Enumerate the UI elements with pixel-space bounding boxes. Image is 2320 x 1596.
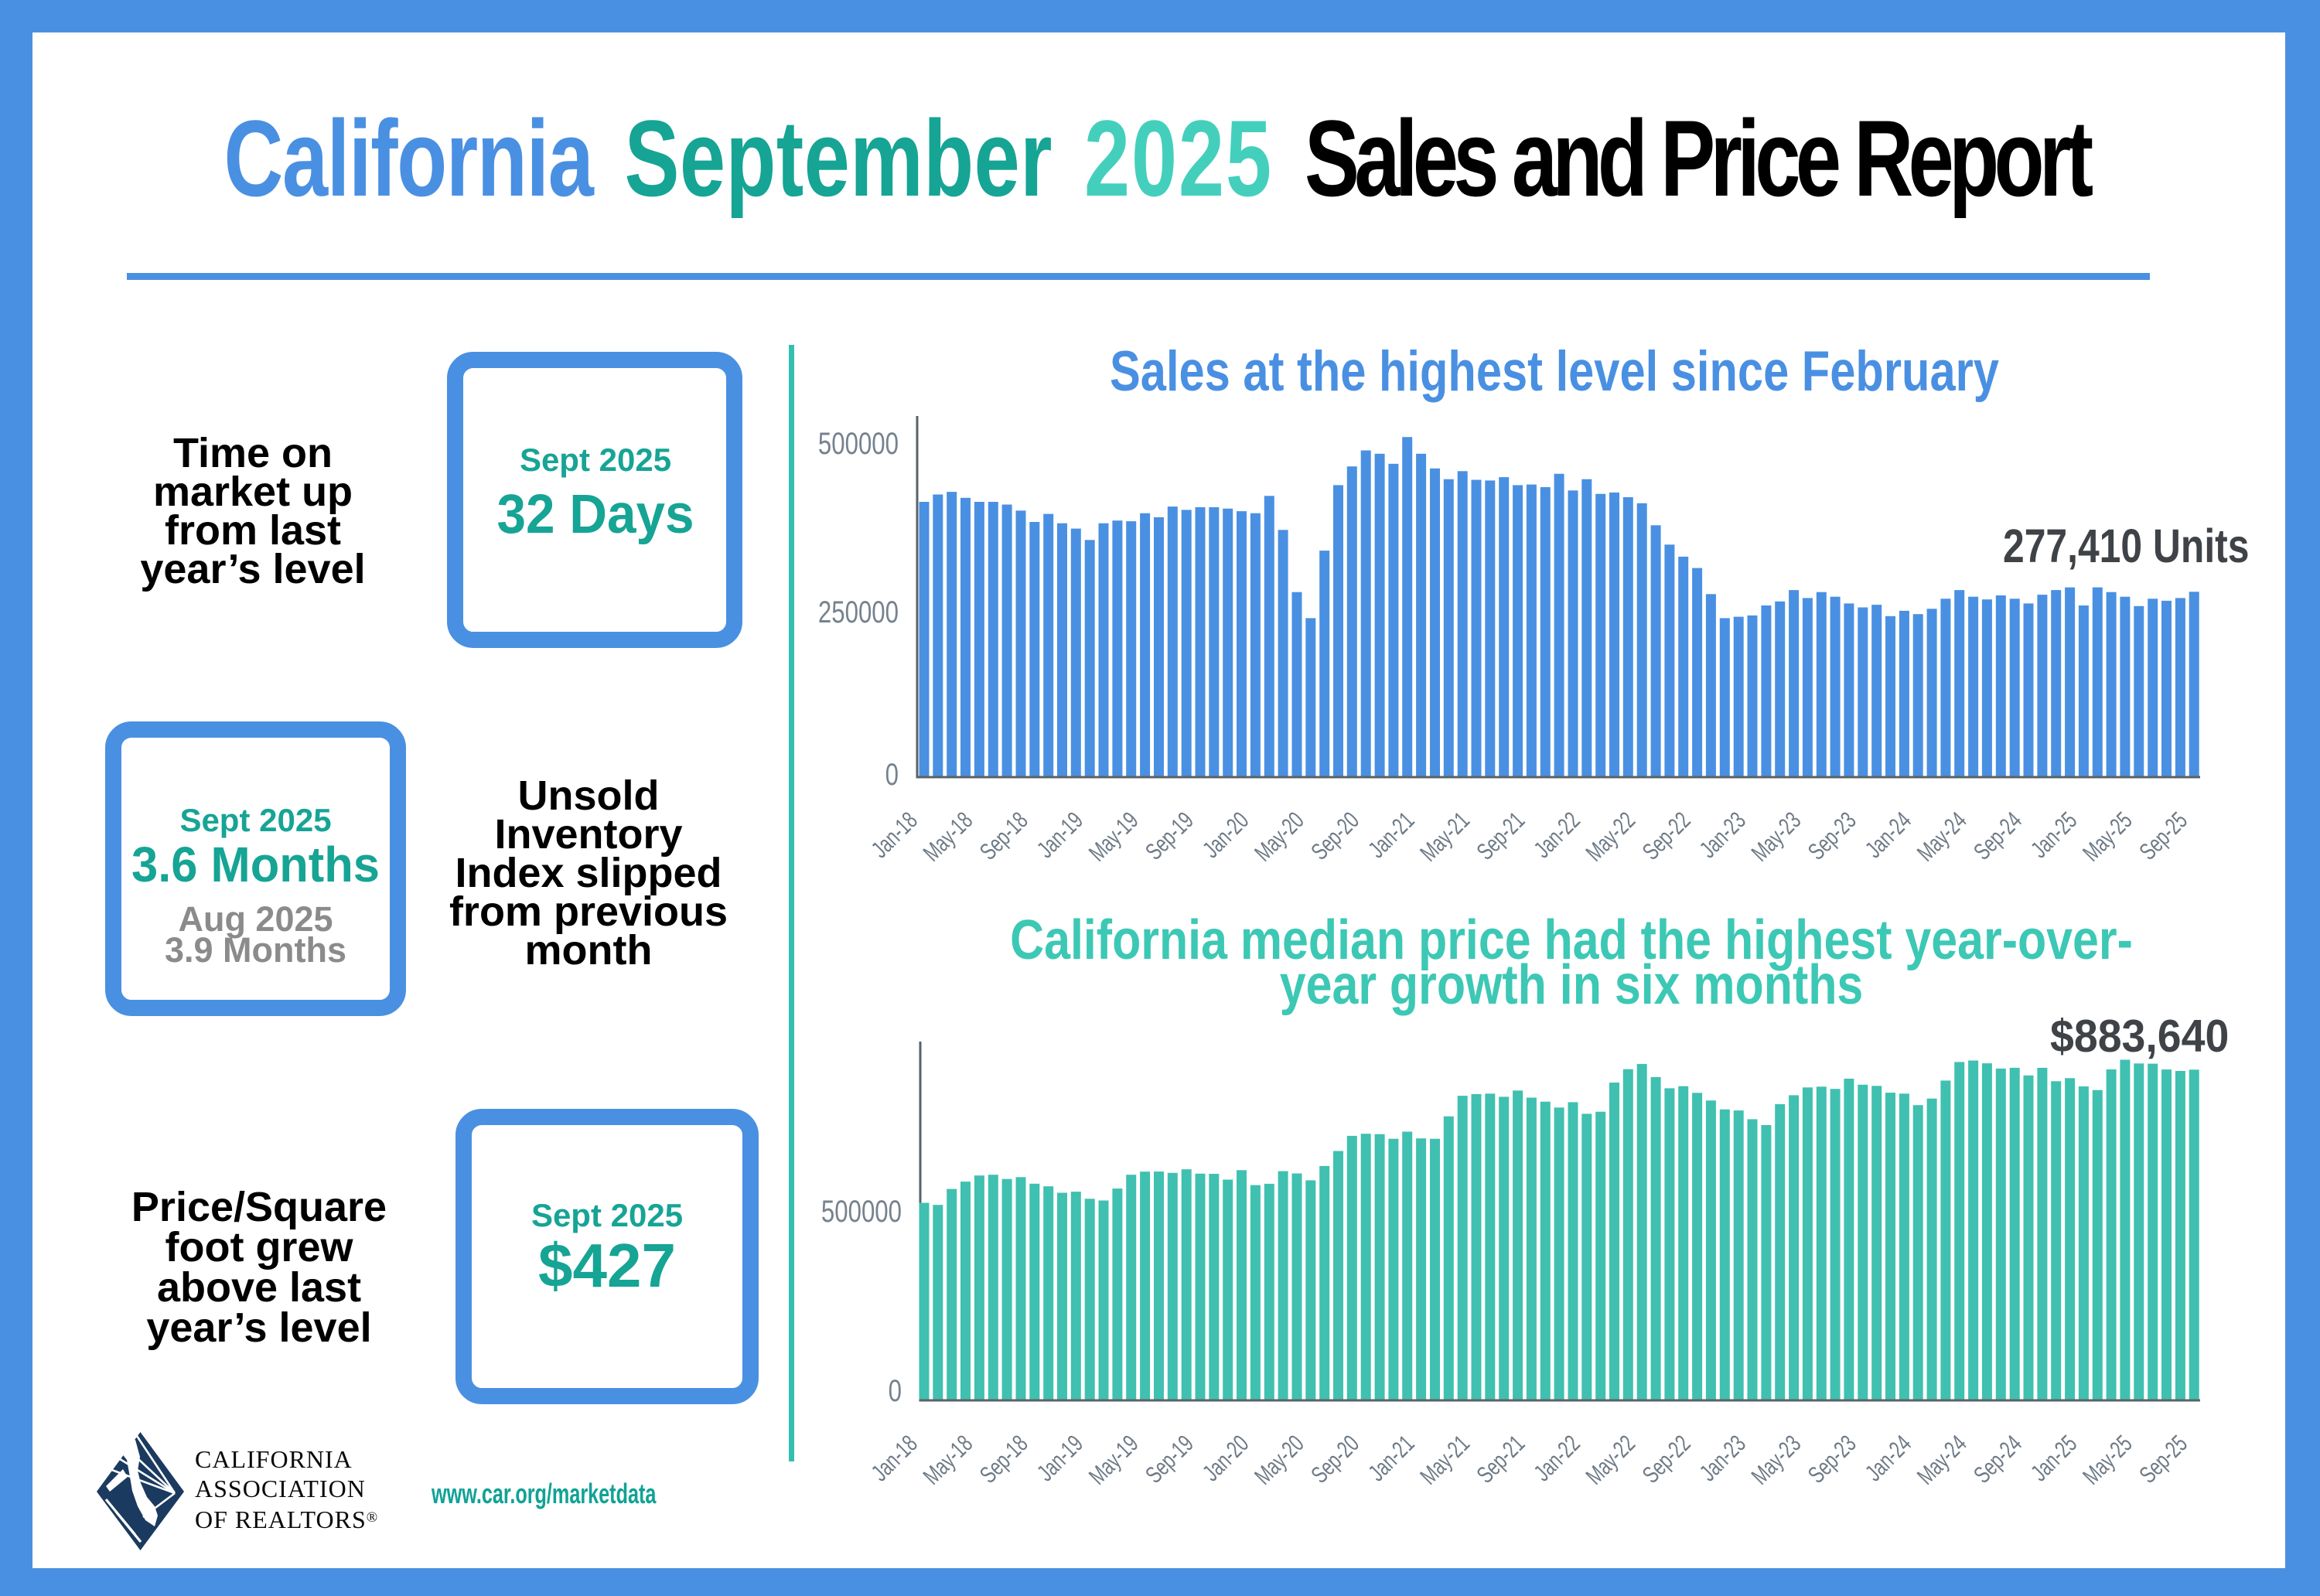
- svg-text:May-22: May-22: [1581, 1431, 1640, 1490]
- svg-text:Sep-18: Sep-18: [974, 1431, 1032, 1489]
- svg-text:500000: 500000: [821, 1194, 902, 1229]
- svg-text:Jan-24: Jan-24: [1860, 807, 1916, 864]
- svg-text:May-24: May-24: [1912, 807, 1972, 867]
- svg-text:May-25: May-25: [2078, 1431, 2137, 1490]
- svg-text:Sep-21: Sep-21: [1472, 1431, 1530, 1489]
- svg-text:Sep-23: Sep-23: [1803, 1431, 1861, 1489]
- svg-text:Sep-20: Sep-20: [1306, 1431, 1364, 1489]
- svg-text:Jan-19: Jan-19: [1032, 1431, 1088, 1487]
- svg-text:500000: 500000: [818, 426, 899, 461]
- svg-text:Sep-21: Sep-21: [1472, 807, 1530, 865]
- svg-text:Sep-18: Sep-18: [974, 807, 1032, 865]
- svg-text:Jan-20: Jan-20: [1198, 807, 1254, 864]
- svg-text:250000: 250000: [818, 595, 899, 629]
- svg-text:May-23: May-23: [1746, 807, 1806, 867]
- svg-text:May-19: May-19: [1084, 1431, 1144, 1490]
- svg-text:Jan-19: Jan-19: [1032, 807, 1088, 864]
- svg-text:0: 0: [889, 1373, 902, 1408]
- svg-text:May-21: May-21: [1415, 807, 1475, 867]
- svg-text:May-25: May-25: [2078, 807, 2137, 867]
- svg-text:Jan-25: Jan-25: [2026, 807, 2083, 864]
- svg-text:Sep-24: Sep-24: [1969, 807, 2027, 865]
- svg-text:Sep-22: Sep-22: [1637, 807, 1695, 865]
- svg-text:Jan-24: Jan-24: [1860, 1431, 1916, 1487]
- svg-text:May-18: May-18: [918, 1431, 977, 1490]
- svg-text:Sep-20: Sep-20: [1306, 807, 1364, 865]
- svg-text:May-23: May-23: [1746, 1431, 1806, 1490]
- svg-text:Jan-23: Jan-23: [1694, 1431, 1751, 1487]
- svg-text:Sep-22: Sep-22: [1637, 1431, 1695, 1489]
- svg-text:Sep-19: Sep-19: [1141, 1431, 1199, 1489]
- svg-text:Jan-22: Jan-22: [1529, 1431, 1585, 1487]
- svg-text:May-20: May-20: [1250, 807, 1309, 867]
- svg-text:Jan-23: Jan-23: [1694, 807, 1751, 864]
- svg-text:Sep-25: Sep-25: [2134, 807, 2192, 865]
- svg-text:Sep-19: Sep-19: [1141, 807, 1199, 865]
- svg-text:Jan-18: Jan-18: [866, 807, 923, 864]
- svg-text:Sep-25: Sep-25: [2134, 1431, 2192, 1489]
- svg-text:Jan-22: Jan-22: [1529, 807, 1585, 864]
- svg-text:May-24: May-24: [1912, 1431, 1972, 1490]
- svg-text:Jan-21: Jan-21: [1363, 807, 1420, 864]
- svg-text:0: 0: [885, 757, 899, 792]
- svg-text:Jan-21: Jan-21: [1363, 1431, 1420, 1487]
- svg-text:Sep-24: Sep-24: [1969, 1431, 2027, 1489]
- svg-text:May-19: May-19: [1084, 807, 1144, 867]
- svg-text:May-21: May-21: [1415, 1431, 1475, 1490]
- svg-text:May-20: May-20: [1250, 1431, 1309, 1490]
- svg-text:year growth in six months: year growth in six months: [1280, 954, 1864, 1016]
- svg-text:Jan-25: Jan-25: [2026, 1431, 2083, 1487]
- svg-text:May-18: May-18: [918, 807, 977, 867]
- svg-text:May-22: May-22: [1581, 807, 1640, 867]
- svg-text:Jan-20: Jan-20: [1198, 1431, 1254, 1487]
- svg-text:Sales at the highest level sin: Sales at the highest level since Februar…: [1110, 340, 1999, 403]
- svg-text:Sep-23: Sep-23: [1803, 807, 1861, 865]
- svg-text:Jan-18: Jan-18: [866, 1431, 923, 1487]
- svg-text:California median price had th: California median price had the highest …: [1010, 909, 2133, 971]
